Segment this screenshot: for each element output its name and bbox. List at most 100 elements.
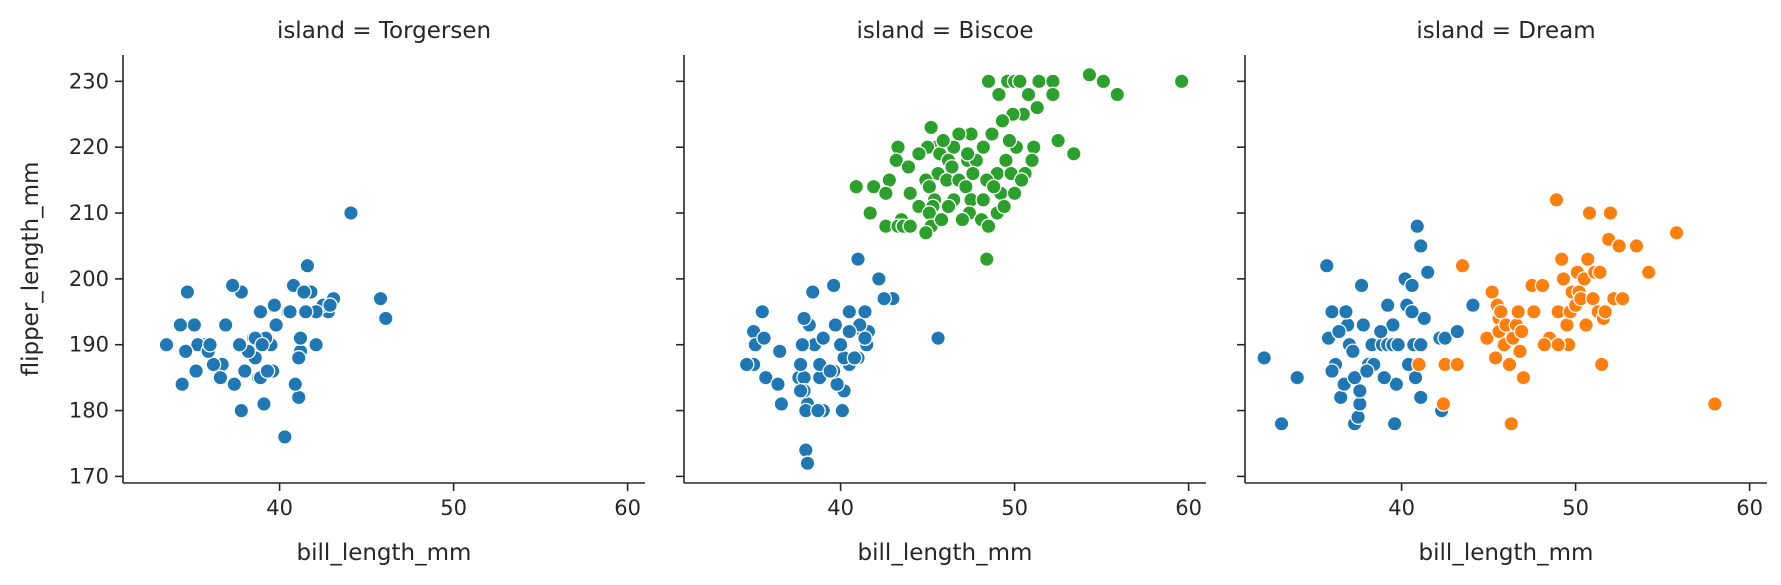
x-tick-label: 60 xyxy=(1736,496,1763,520)
data-point xyxy=(1412,238,1429,254)
data-point xyxy=(848,178,865,195)
data-point xyxy=(233,402,250,419)
data-point xyxy=(1109,86,1126,103)
x-tick-label: 50 xyxy=(440,496,467,520)
data-point xyxy=(996,198,1013,215)
x-axis-label: bill_length_mm xyxy=(858,540,1033,566)
data-point xyxy=(1602,205,1619,221)
data-point xyxy=(308,336,324,353)
data-point xyxy=(804,284,821,300)
data-point xyxy=(815,330,832,346)
facet-panel-2: 40 50 60 island = Biscoe bill_length_mm xyxy=(676,18,1206,566)
data-point xyxy=(978,251,995,267)
data-point xyxy=(1555,271,1572,287)
data-point xyxy=(1581,205,1598,221)
data-point xyxy=(1345,343,1361,360)
data-point xyxy=(1358,363,1375,379)
data-point xyxy=(1578,317,1594,333)
data-point xyxy=(1351,382,1368,399)
y-tick-label: 220 xyxy=(69,135,109,159)
data-point xyxy=(343,205,359,221)
data-point xyxy=(1553,251,1570,267)
data-point xyxy=(1045,73,1061,90)
y-tick-label: 190 xyxy=(69,333,109,357)
data-point xyxy=(1534,277,1551,294)
data-point xyxy=(1372,323,1389,340)
data-point xyxy=(205,356,222,373)
data-point xyxy=(1628,238,1645,254)
data-point xyxy=(1437,330,1453,346)
data-point xyxy=(1318,257,1335,274)
data-point xyxy=(738,356,755,373)
data-point xyxy=(1031,73,1047,90)
data-point xyxy=(862,205,879,221)
data-point xyxy=(829,376,845,393)
data-point xyxy=(792,356,809,373)
data-point xyxy=(827,317,844,333)
data-point xyxy=(172,317,189,333)
data-point xyxy=(796,369,812,386)
x-tick-label: 50 xyxy=(1562,496,1589,520)
series-2 xyxy=(1411,192,1723,432)
data-point xyxy=(287,376,304,393)
data-point xyxy=(1449,323,1466,340)
data-point xyxy=(1404,277,1420,294)
y-tick-label: 180 xyxy=(69,399,109,423)
data-point xyxy=(902,218,919,235)
data-point xyxy=(256,396,272,412)
x-tick-label: 40 xyxy=(827,496,854,520)
data-point xyxy=(1487,350,1504,366)
data-point xyxy=(1513,323,1530,340)
data-point xyxy=(1006,185,1023,202)
data-point xyxy=(810,402,826,419)
data-point xyxy=(1640,264,1657,281)
data-point xyxy=(1559,317,1575,333)
data-point xyxy=(1065,145,1082,162)
data-point xyxy=(322,297,338,314)
data-point xyxy=(930,330,946,346)
data-point xyxy=(296,284,312,300)
data-point xyxy=(1449,356,1466,373)
data-point xyxy=(1376,369,1393,386)
data-point xyxy=(266,297,283,314)
data-point xyxy=(951,126,967,142)
data-point xyxy=(958,178,974,195)
data-point xyxy=(1324,303,1340,320)
data-point xyxy=(998,152,1014,169)
data-point xyxy=(773,396,790,412)
data-point xyxy=(902,185,919,202)
data-point xyxy=(1435,396,1452,412)
data-point xyxy=(1536,336,1553,353)
data-point xyxy=(1173,73,1190,90)
data-point xyxy=(980,73,997,90)
y-tick-label: 200 xyxy=(69,267,109,291)
data-point xyxy=(825,277,842,294)
data-point xyxy=(179,284,196,300)
data-point xyxy=(900,159,917,175)
data-point xyxy=(1256,350,1272,366)
data-point xyxy=(1353,277,1370,294)
data-point xyxy=(1409,218,1426,235)
data-point xyxy=(1579,251,1596,267)
data-point xyxy=(292,330,309,346)
data-point xyxy=(1332,389,1349,406)
data-point xyxy=(226,376,243,393)
data-point xyxy=(276,429,293,445)
data-point xyxy=(890,139,906,156)
data-point xyxy=(1515,369,1532,386)
data-point xyxy=(158,336,175,353)
data-point xyxy=(282,303,298,320)
data-point xyxy=(985,178,1002,195)
data-point xyxy=(871,271,887,287)
data-point xyxy=(921,178,938,195)
data-point xyxy=(1611,238,1627,254)
data-point xyxy=(1020,86,1037,103)
data-point xyxy=(212,369,229,386)
data-point xyxy=(984,126,1000,142)
data-point xyxy=(944,159,960,175)
data-point xyxy=(1412,389,1429,406)
data-point xyxy=(850,251,866,267)
x-tick-label: 50 xyxy=(1001,496,1028,520)
data-point xyxy=(1597,303,1614,320)
